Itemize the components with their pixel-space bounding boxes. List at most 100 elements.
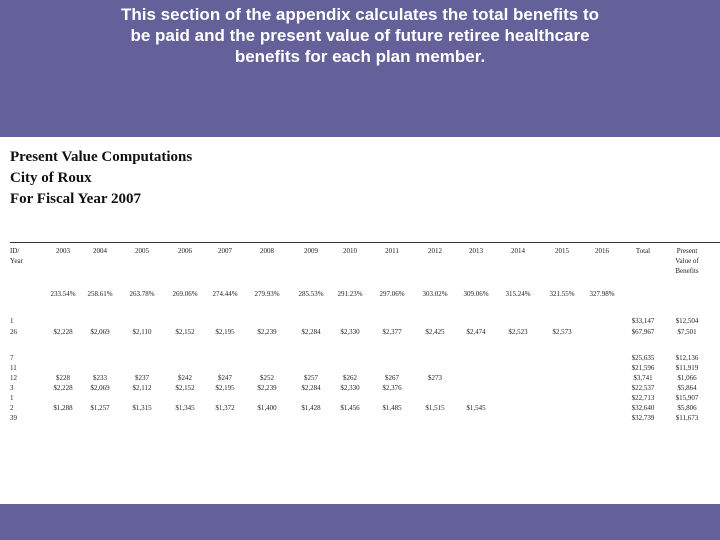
heading-line-3: benefits for each plan member. — [234, 47, 486, 66]
table-row-cell: $1,456 — [340, 404, 360, 412]
table-header-row-cell: 2015 — [555, 247, 569, 255]
table-row-cell: 7 — [10, 354, 14, 362]
table-row-cell: $32,739 — [631, 414, 655, 422]
table-row: 2 $1,288 $1,257 $1,315 $1,345 $1,372 $1,400 $1,… — [10, 404, 720, 414]
table-header-row-cell: 2009 — [304, 247, 318, 255]
table-header-row-cell: 2011 — [385, 247, 399, 255]
table-row-cell: $1,400 — [257, 404, 277, 412]
table-row-cell: $3,741 — [633, 374, 653, 382]
percent-row-cell: 263.78% — [129, 290, 155, 298]
table-row-cell: $237 — [135, 374, 149, 382]
table-header-row-cell: 2003 — [56, 247, 70, 255]
table-header-row-cell: 2007 — [218, 247, 232, 255]
table-row-cell: $262 — [343, 374, 357, 382]
percent-row-cell: 258.61% — [87, 290, 113, 298]
table-row-cell: 26 — [10, 328, 17, 336]
table-row-cell: $1,345 — [175, 404, 195, 412]
table-header-row-cell: 2005 — [135, 247, 149, 255]
footer-band — [0, 504, 720, 540]
table-header-row-cell: 2008 — [260, 247, 274, 255]
table-row-cell: $5,806 — [677, 404, 697, 412]
table-divider — [10, 242, 720, 243]
table-row-cell: $2,228 — [53, 328, 73, 336]
table-row-cell: $2,573 — [552, 328, 572, 336]
table-header-row-cell: Year — [10, 257, 23, 265]
table-row-cell: $2,228 — [53, 384, 73, 392]
table-row-cell: $67,967 — [631, 328, 655, 336]
table-row: 1 $22,713 $15,907 — [10, 394, 720, 404]
table-row-cell: $247 — [218, 374, 232, 382]
table-row-cell: $1,288 — [53, 404, 73, 412]
table-row-cell: $22,537 — [631, 384, 655, 392]
table-header-row-cell: 2012 — [428, 247, 442, 255]
table-row-cell: $7,501 — [677, 328, 697, 336]
table-row-cell: $228 — [56, 374, 70, 382]
table-header-row-cell: Value of — [675, 257, 699, 265]
table-header-row-cell: Benefits — [675, 267, 699, 275]
table-header-row-cell: 2014 — [511, 247, 525, 255]
table-row-cell: $2,377 — [382, 328, 402, 336]
table-row-cell: $2,376 — [382, 384, 402, 392]
table-row-cell: $252 — [260, 374, 274, 382]
table-row-cell: $25,635 — [631, 354, 655, 362]
percent-row-cell: 233.54% — [50, 290, 76, 298]
title-line-1: Present Value Computations — [10, 149, 193, 165]
table-row-cell: $2,110 — [132, 328, 152, 336]
table-row-cell: $2,069 — [90, 384, 110, 392]
table-header-row: ID/2003 2004 2005 2006 2007 2008 2009 2010 2011 2… — [10, 247, 720, 257]
percent-row: 233.54% 258.61% 263.78% 269.06% 274.44% 279.9… — [10, 290, 720, 300]
table-header-row-cell: 2010 — [343, 247, 357, 255]
table-row-cell: $267 — [385, 374, 399, 382]
table-row-cell: $2,330 — [340, 328, 360, 336]
heading-line-1: This section of the appendix calculates … — [121, 5, 599, 24]
table-row-cell: $273 — [428, 374, 442, 382]
table-row-cell: $1,315 — [132, 404, 152, 412]
table-header-row-cell: 2016 — [595, 247, 609, 255]
table-row-cell: $1,428 — [301, 404, 321, 412]
title-line-3: For Fiscal Year 2007 — [10, 191, 141, 207]
percent-row-cell: 321.55% — [549, 290, 575, 298]
table-row-cell: $2,284 — [301, 328, 321, 336]
document-image: Present Value Computations City of Roux … — [10, 147, 720, 497]
table-row-cell: $1,372 — [215, 404, 235, 412]
table-row-cell: $5,864 — [677, 384, 697, 392]
table-row-cell: 1 — [10, 317, 14, 325]
table-row-cell: 3 — [10, 384, 14, 392]
table-row-cell: $242 — [178, 374, 192, 382]
table-row-cell: $2,069 — [90, 328, 110, 336]
table-row-cell: $1,257 — [90, 404, 110, 412]
table-row-cell: $1,545 — [466, 404, 486, 412]
table-row-cell: $233 — [93, 374, 107, 382]
table-row-cell: $2,152 — [175, 328, 195, 336]
table-row-cell: $2,152 — [175, 384, 195, 392]
table-row-cell: 39 — [10, 414, 17, 422]
table-row-cell: 11 — [10, 364, 17, 372]
table-row: 1 $33,147 $12,504 — [10, 317, 720, 327]
table-row-cell: 1 — [10, 394, 14, 402]
heading-line-2: be paid and the present value of future … — [130, 26, 590, 45]
table-header-row-cell: Present — [676, 247, 698, 255]
table-row-cell: $2,474 — [466, 328, 486, 336]
table-row: 7 $25,635 $12,136 — [10, 354, 720, 364]
table-row-cell: $2,195 — [215, 328, 235, 336]
table-row-cell: $2,330 — [340, 384, 360, 392]
table-header-row-cell: 2006 — [178, 247, 192, 255]
table-row-cell: $12,504 — [675, 317, 699, 325]
percent-row-cell: 269.06% — [172, 290, 198, 298]
table-row-cell: $33,147 — [631, 317, 655, 325]
title-line-2: City of Roux — [10, 170, 92, 186]
percent-row-cell: 291.23% — [337, 290, 363, 298]
table-header-row: Year Value of — [10, 257, 720, 267]
table-row-cell: 2 — [10, 404, 14, 412]
table-row-cell: $21,596 — [631, 364, 655, 372]
percent-row-cell: 279.93% — [254, 290, 280, 298]
percent-row-cell: 303.02% — [422, 290, 448, 298]
slide-heading: This section of the appendix calculates … — [40, 4, 680, 67]
table-header-row-cell: 2004 — [93, 247, 107, 255]
table-row-cell: $2,239 — [257, 384, 277, 392]
table-header-row-cell: Total — [635, 247, 651, 255]
document-title: Present Value Computations City of Roux … — [10, 147, 720, 210]
percent-row-cell: 274.44% — [212, 290, 238, 298]
table-header-row: Benefits — [10, 267, 720, 277]
table-row: 12 $228 $233 $237 $242 $247 $252 $257 $262 $267 $2… — [10, 374, 720, 384]
